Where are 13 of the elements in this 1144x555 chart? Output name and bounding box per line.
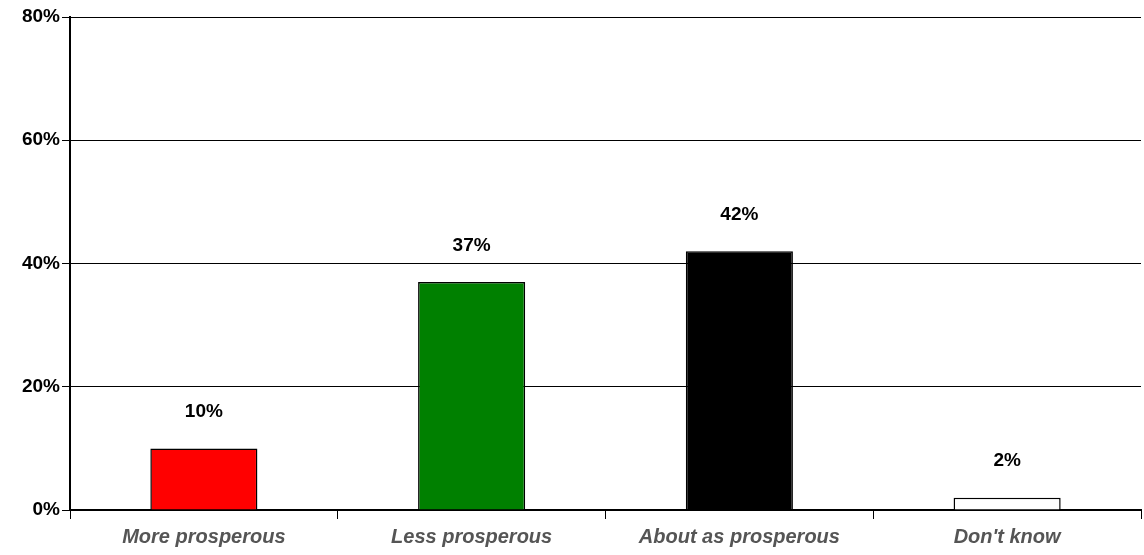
y-tick-label: 40% [21,251,61,273]
data-label: 42% [720,202,759,224]
x-tick-label: More prosperous [122,524,286,547]
y-tick-label: 20% [21,374,61,396]
x-tick-label: About as prosperous [637,524,840,547]
y-tick-label: 0% [32,498,61,520]
y-tick-label: 80% [21,5,61,27]
data-label: 10% [184,400,223,422]
y-tick-label: 60% [21,128,61,150]
x-tick-label: Less prosperous [391,524,553,547]
x-tick-label: Don't know [953,524,1063,547]
data-label: 37% [452,233,491,255]
data-label: 2% [993,449,1021,471]
